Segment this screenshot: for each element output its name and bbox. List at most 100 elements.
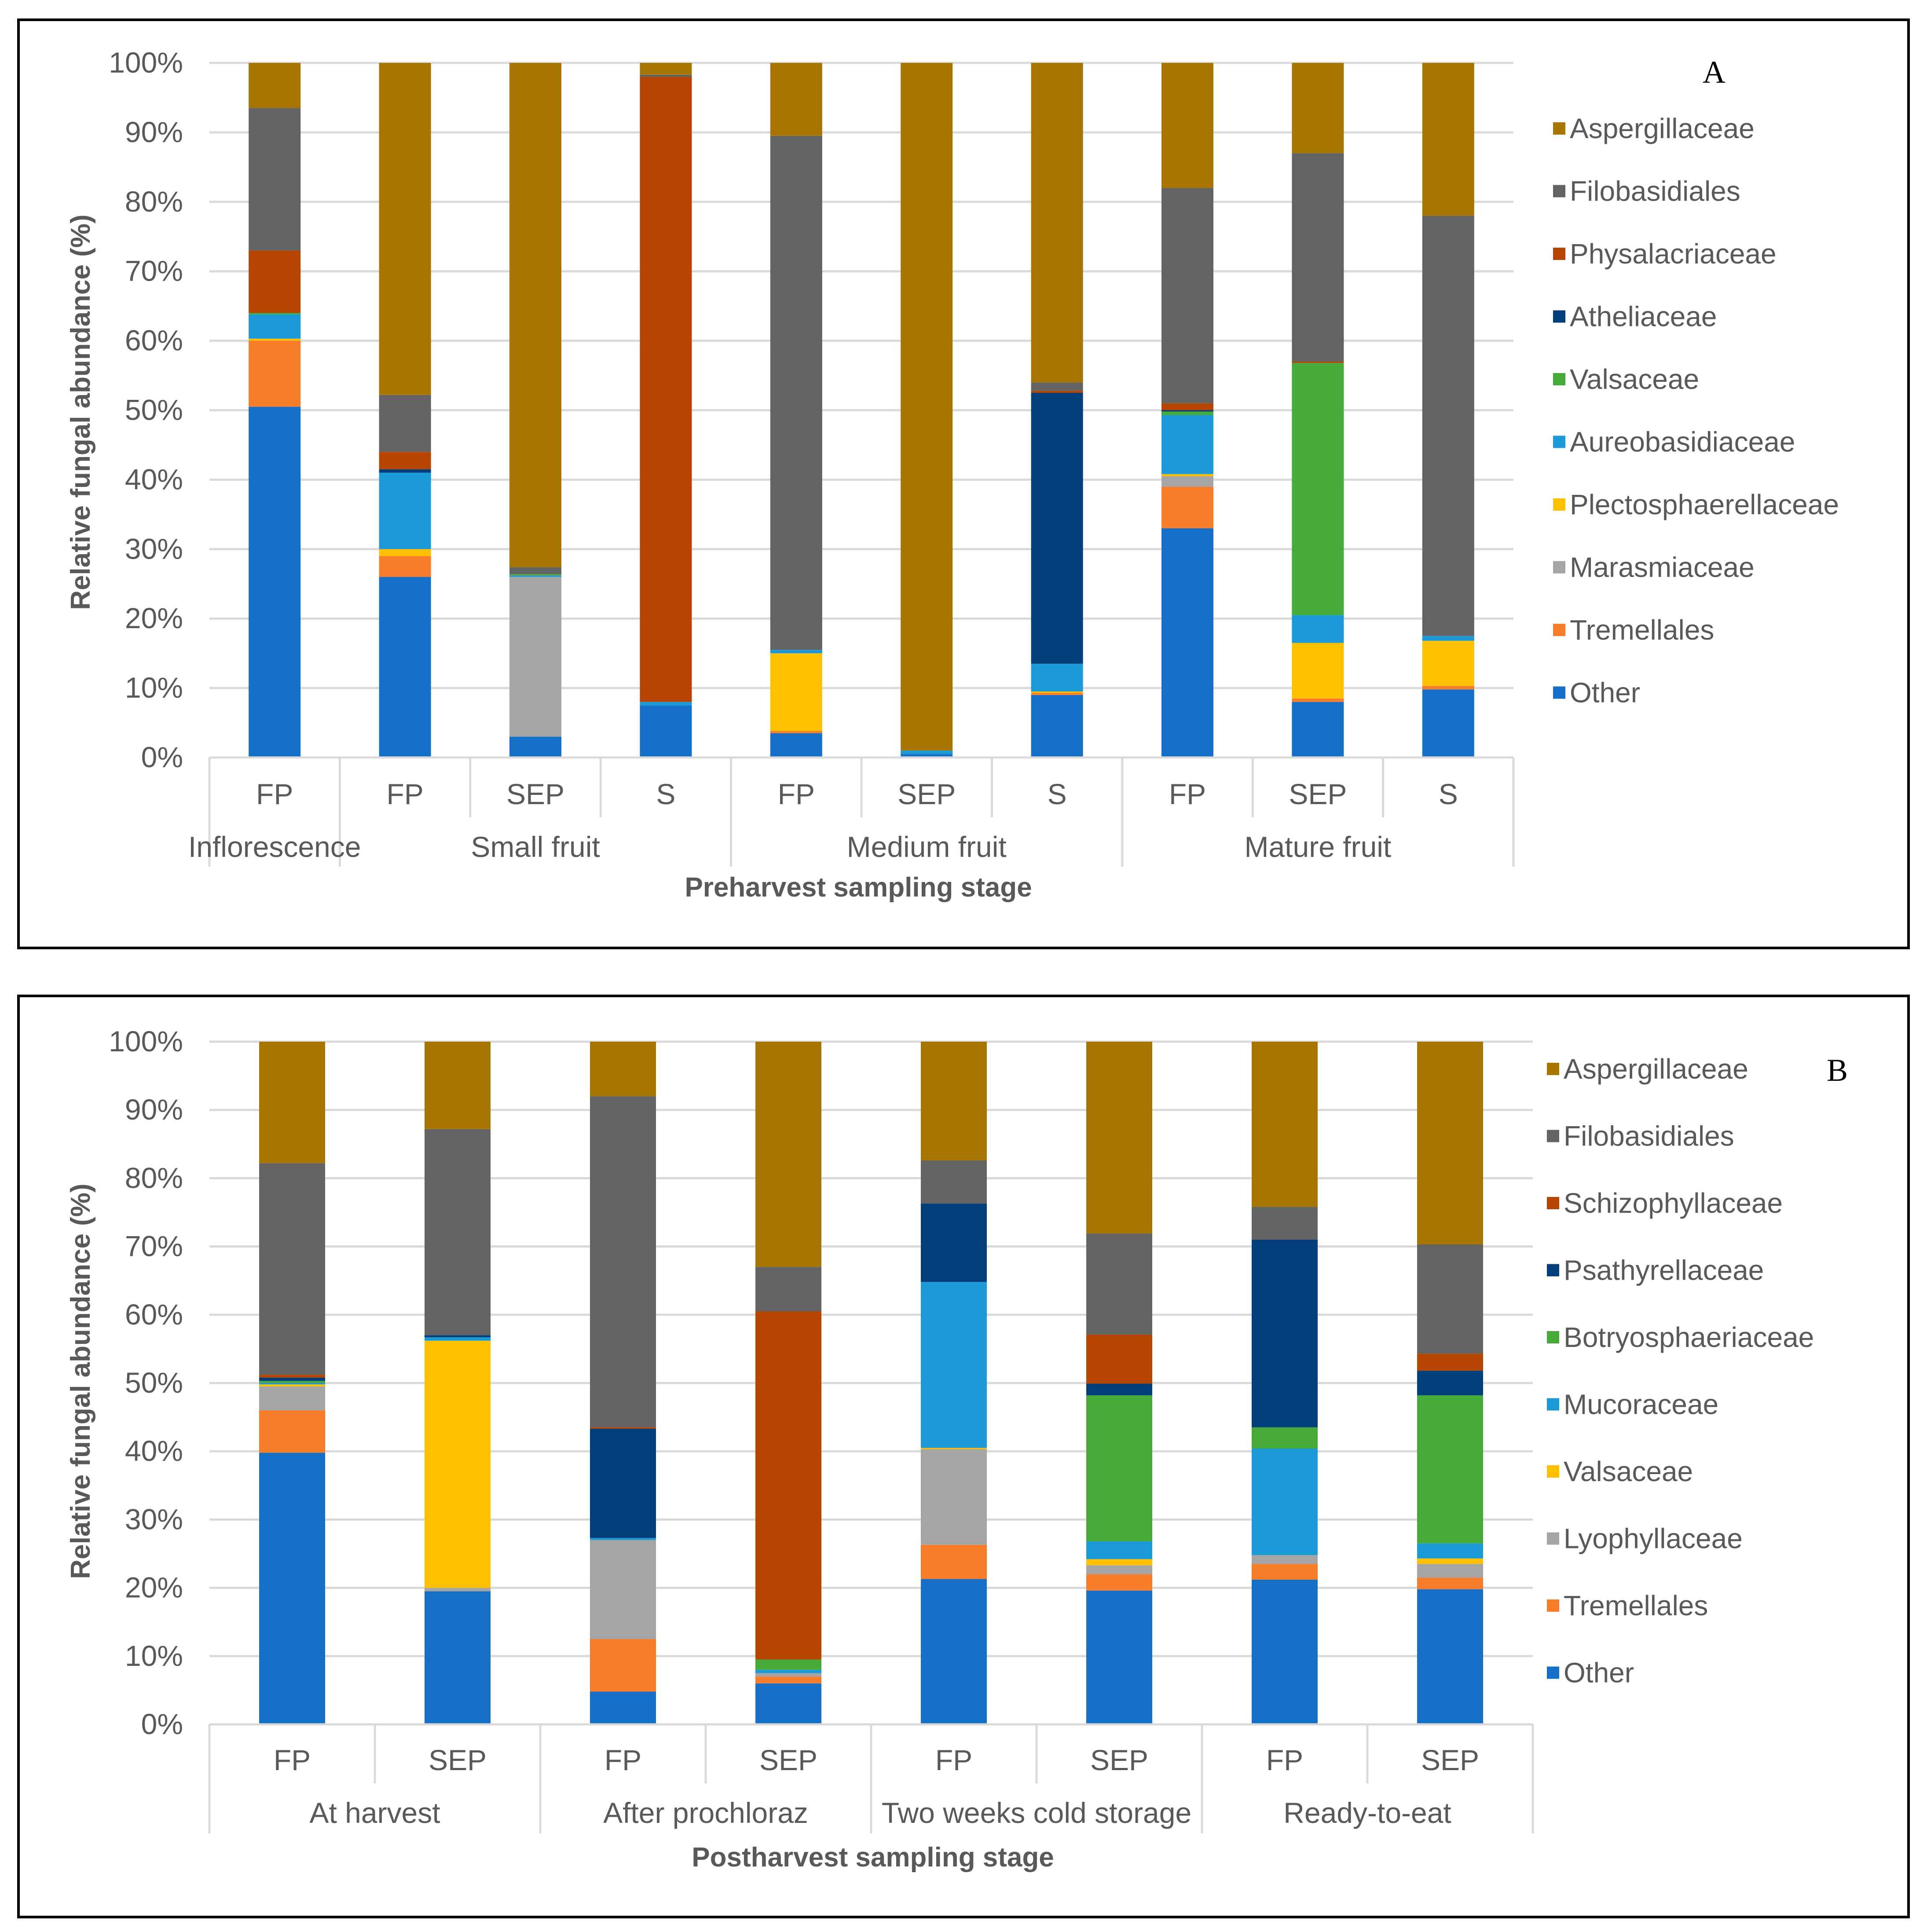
bar-segment-atheliaceae — [379, 469, 431, 473]
legend-label: Filobasidiales — [1564, 1120, 1734, 1152]
legend-swatch — [1547, 1532, 1559, 1545]
x-category-label: SEP — [506, 778, 564, 810]
y-tick-label: 50% — [125, 394, 183, 426]
y-tick-label: 80% — [125, 1161, 183, 1194]
bar-segment-filobasidiales — [249, 108, 301, 251]
bar-segment-aspergillaceae — [1031, 63, 1083, 383]
bar-segment-atheliaceae — [1031, 393, 1083, 664]
panel-b-y-axis-title: Relative fungal abundance (%) — [66, 1183, 96, 1579]
bar-segment-tremellales — [1417, 1577, 1483, 1589]
legend-item: Plectosphaerellaceae — [1553, 489, 1839, 520]
bar-segment-filobasidiales — [921, 1160, 987, 1204]
legend-swatch — [1553, 248, 1565, 260]
bar-segment-other — [1292, 702, 1344, 757]
legend-swatch — [1553, 686, 1565, 699]
legend-item: Lyophyllaceae — [1547, 1523, 1743, 1555]
legend-label: Schizophyllaceae — [1564, 1187, 1783, 1219]
bar-segment-tremellales — [1086, 1574, 1152, 1591]
legend-label: Aspergillaceae — [1564, 1053, 1748, 1085]
bar-segment-aureobasidiaceae — [770, 650, 822, 654]
bar-segment-tremellales — [755, 1676, 821, 1683]
x-category-label: SEP — [1090, 1744, 1148, 1776]
bar-segment-physalacriaceae — [1031, 391, 1083, 393]
bar-segment-tremellales — [590, 1639, 656, 1692]
bar-segment-valsaceae — [1086, 1559, 1152, 1566]
bar-segment-other — [770, 733, 822, 757]
bar-segment-tremellales — [1292, 698, 1344, 702]
y-tick-label: 60% — [125, 1298, 183, 1331]
y-tick-label: 10% — [125, 671, 183, 704]
x-category-label: FP — [935, 1744, 972, 1776]
bar-segment-filobasidiales — [1422, 216, 1474, 636]
bar-segment-psathyrellaceae — [1252, 1240, 1318, 1427]
bar-segment-aureobasidiaceae — [901, 750, 953, 754]
legend-item: Tremellales — [1547, 1590, 1708, 1621]
bar-segment-physalacriaceae — [640, 77, 692, 702]
x-group-label: Two weeks cold storage — [882, 1797, 1191, 1829]
bar-segment-filobasidiales — [1252, 1207, 1318, 1240]
bar-segment-valsaceae — [1161, 411, 1213, 415]
legend-swatch — [1547, 1063, 1559, 1075]
y-tick-label: 90% — [125, 1093, 183, 1126]
bar-segment-physalacriaceae — [1161, 403, 1213, 410]
bar-segment-botryosphaeriaceae — [755, 1659, 821, 1670]
panel-a-x-axis: FP FP SEP S FP SEP S FP SEP S Inflorescence Small f… — [188, 756, 1515, 867]
legend-label: Filobasidiales — [1570, 176, 1740, 207]
y-tick-label: 50% — [125, 1366, 183, 1399]
bar-segment-schizophyllaceae — [590, 1427, 656, 1429]
legend-label: Other — [1564, 1657, 1634, 1689]
bar-segment-other — [259, 1453, 325, 1724]
x-group-label: After prochloraz — [603, 1797, 808, 1829]
bar-segment-psathyrellaceae — [590, 1428, 656, 1538]
bar-segment-tremellales — [249, 340, 301, 407]
bar-segment-valsaceae — [1292, 363, 1344, 615]
bar-segment-valsaceae — [509, 574, 561, 576]
bar-segment-plectosphaerellaceae — [1292, 643, 1344, 699]
bar-segment-marasmiaceae — [509, 577, 561, 737]
bar-segment-filobasidiales — [590, 1096, 656, 1427]
y-tick-label: 40% — [125, 463, 183, 495]
bar-segment-aspergillaceae — [249, 63, 301, 108]
y-tick-label: 80% — [125, 185, 183, 218]
panel-b-x-axis-title: Postharvest sampling stage — [692, 1842, 1054, 1873]
bar-segment-other — [1252, 1579, 1318, 1724]
bar-segment-tremellales — [259, 1410, 325, 1453]
legend-label: Tremellales — [1570, 614, 1714, 646]
legend-swatch — [1547, 1197, 1559, 1209]
bar-segment-valsaceae — [249, 313, 301, 315]
y-tick-label: 100% — [109, 1025, 183, 1057]
y-tick-label: 0% — [141, 1708, 183, 1740]
legend-item: Other — [1547, 1657, 1634, 1689]
bar-segment-plectosphaerellaceae — [770, 653, 822, 731]
legend-item: Aspergillaceae — [1547, 1053, 1748, 1085]
legend-label: Aspergillaceae — [1570, 113, 1755, 144]
bar-segment-plectosphaerellaceae — [1031, 691, 1083, 693]
stacked-bar — [249, 63, 301, 757]
bar-segment-aspergillaceae — [425, 1042, 491, 1129]
bar-segment-psathyrellaceae — [1086, 1383, 1152, 1395]
bar-segment-atheliaceae — [1161, 410, 1213, 412]
bar-segment-aspergillaceae — [640, 63, 692, 75]
y-tick-label: 70% — [125, 1230, 183, 1262]
x-category-label: FP — [1266, 1744, 1303, 1776]
legend-swatch — [1547, 1130, 1559, 1142]
panel-b-label: B — [1827, 1053, 1848, 1088]
stacked-bar — [770, 63, 822, 757]
bar-segment-lyophyllaceae — [590, 1540, 656, 1639]
x-category-label: FP — [1169, 778, 1206, 810]
bar-segment-schizophyllaceae — [1086, 1334, 1152, 1384]
bar-segment-tremellales — [1031, 693, 1083, 695]
bar-segment-aspergillaceae — [770, 63, 822, 136]
y-tick-label: 70% — [125, 255, 183, 287]
bar-segment-aspergillaceae — [1417, 1042, 1483, 1244]
bar-segment-filobasidiales — [755, 1267, 821, 1312]
bar-segment-psathyrellaceae — [1417, 1371, 1483, 1395]
stacked-bar — [1031, 63, 1083, 757]
bar-segment-aureobasidiaceae — [249, 314, 301, 339]
legend-item: Filobasidiales — [1553, 176, 1740, 207]
legend-swatch — [1547, 1465, 1559, 1478]
bar-segment-other — [590, 1691, 656, 1724]
stacked-bar — [1292, 63, 1344, 757]
bar-segment-aureobasidiaceae — [1422, 636, 1474, 641]
legend-swatch — [1553, 373, 1565, 385]
